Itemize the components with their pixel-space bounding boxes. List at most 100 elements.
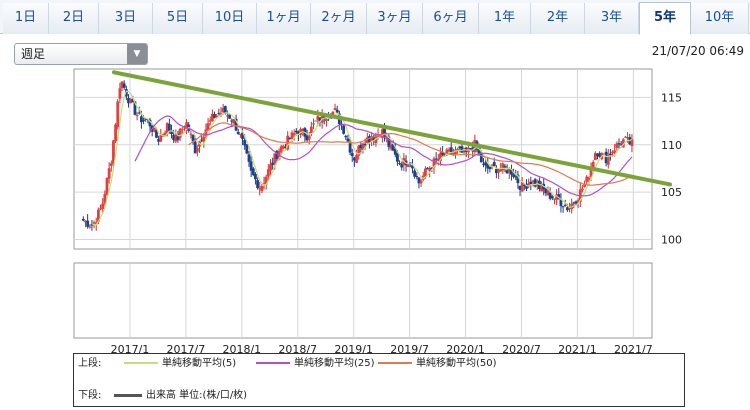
candle-body bbox=[148, 119, 152, 127]
candle-body bbox=[589, 167, 593, 178]
candle-body bbox=[211, 113, 214, 122]
candle-body bbox=[604, 151, 608, 164]
tab-10年[interactable]: 10年 bbox=[691, 3, 749, 34]
tab-3ヶ月[interactable]: 3ヶ月 bbox=[367, 3, 423, 34]
tab-3日[interactable]: 3日 bbox=[99, 3, 153, 34]
tab-5日[interactable]: 5日 bbox=[153, 3, 203, 34]
price-chart: 2017/1 2017/7 2018/1 2018/7 2019/1 2019/7 2020… bbox=[73, 68, 682, 356]
candle-body bbox=[540, 184, 543, 192]
candle-body bbox=[292, 133, 296, 135]
candle-body bbox=[423, 168, 427, 178]
candle-body bbox=[312, 123, 315, 125]
candle-body bbox=[129, 98, 133, 104]
tab-1日[interactable]: 1日 bbox=[3, 3, 49, 34]
legend-volume-line bbox=[114, 393, 142, 397]
candle-body bbox=[406, 164, 410, 168]
candle-body bbox=[559, 199, 563, 207]
candle-body bbox=[325, 119, 328, 122]
candle-body bbox=[499, 168, 503, 172]
candle-body bbox=[135, 115, 139, 117]
tab-10日[interactable]: 10日 bbox=[203, 3, 257, 34]
candle-body bbox=[615, 143, 619, 148]
candle-body bbox=[507, 168, 511, 173]
candle-body bbox=[271, 162, 275, 166]
candle-body bbox=[609, 153, 612, 156]
candle-body bbox=[482, 163, 485, 165]
candle-body bbox=[501, 163, 505, 171]
chevron-down-icon[interactable]: ▼ bbox=[127, 44, 147, 64]
candle-body bbox=[544, 187, 548, 194]
legend-sma50: 単純移動平均(50) bbox=[378, 357, 497, 371]
y-tick-label: 100 bbox=[661, 234, 682, 247]
candle-body bbox=[92, 222, 96, 225]
candle-body bbox=[288, 138, 292, 140]
legend-sma5-label: 単純移動平均(5) bbox=[162, 358, 237, 369]
candle-body bbox=[413, 170, 417, 177]
candle-body bbox=[329, 117, 333, 119]
candle-body bbox=[449, 147, 453, 154]
candle-body bbox=[200, 139, 204, 141]
candle-body bbox=[249, 161, 253, 171]
legend-sma5-line bbox=[124, 362, 158, 364]
candle-body bbox=[342, 125, 346, 134]
candle-body bbox=[127, 98, 130, 104]
candle-body bbox=[393, 148, 397, 155]
candle-body bbox=[451, 152, 455, 155]
chart-legend: 上段: 単純移動平均(5) 単純移動平均(25) 単純移動平均(50) 下段: … bbox=[73, 353, 685, 407]
candle-body bbox=[357, 145, 361, 156]
candle-body bbox=[619, 144, 623, 146]
candle-body bbox=[593, 153, 597, 161]
candle-body bbox=[494, 168, 498, 174]
y-tick-label: 105 bbox=[661, 186, 682, 199]
tab-2日[interactable]: 2日 bbox=[49, 3, 99, 34]
y-tick-label: 110 bbox=[661, 139, 682, 152]
candle-body bbox=[234, 118, 238, 131]
candle-body bbox=[178, 128, 182, 138]
candle-body bbox=[208, 120, 212, 122]
candle-body bbox=[316, 116, 320, 120]
candle-body bbox=[572, 202, 576, 204]
x-tick-label: 2020/1 bbox=[446, 343, 485, 356]
candle-body bbox=[443, 154, 447, 156]
candle-body bbox=[591, 162, 595, 170]
candle-body bbox=[469, 148, 472, 150]
tab-3年[interactable]: 3年 bbox=[585, 3, 639, 34]
candle-body bbox=[421, 175, 425, 180]
tab-6ヶ月[interactable]: 6ヶ月 bbox=[423, 3, 479, 34]
candle-body bbox=[563, 204, 567, 206]
x-tick-label: 2017/7 bbox=[167, 343, 206, 356]
candle-body bbox=[355, 155, 358, 163]
candle-body bbox=[256, 180, 259, 189]
tab-2ヶ月[interactable]: 2ヶ月 bbox=[311, 3, 367, 34]
candle-body bbox=[221, 108, 225, 113]
candle-body bbox=[462, 148, 466, 153]
x-tick-label: 2018/1 bbox=[222, 343, 261, 356]
candle-body bbox=[391, 143, 395, 151]
candle-body bbox=[279, 146, 283, 152]
candle-body bbox=[230, 120, 234, 122]
candle-body bbox=[430, 168, 434, 170]
candle-body bbox=[488, 166, 492, 170]
tab-2年[interactable]: 2年 bbox=[531, 3, 585, 34]
candle-body bbox=[550, 196, 554, 199]
candle-body bbox=[101, 203, 105, 209]
tab-1年[interactable]: 1年 bbox=[479, 3, 531, 34]
candle-body bbox=[415, 175, 419, 177]
tab-5年[interactable]: 5年 bbox=[639, 2, 691, 35]
candle-body bbox=[131, 98, 135, 103]
candle-body bbox=[426, 167, 429, 170]
candle-body bbox=[103, 194, 107, 204]
chart-type-select[interactable]: 週足 ▼ bbox=[14, 43, 148, 65]
candle-body bbox=[458, 146, 462, 149]
legend-sma25-label: 単純移動平均(25) bbox=[294, 358, 375, 369]
x-tick-label: 2018/7 bbox=[278, 343, 317, 356]
candle-body bbox=[167, 124, 171, 131]
candle-body bbox=[163, 132, 167, 137]
candle-body bbox=[307, 135, 311, 140]
legend-volume-label: 出来高 単位:(株/口/枚) bbox=[146, 390, 248, 401]
candle-body bbox=[359, 144, 363, 149]
tab-1ヶ月[interactable]: 1ヶ月 bbox=[257, 3, 311, 34]
candle-body bbox=[232, 119, 236, 124]
candle-body bbox=[363, 144, 367, 146]
candle-body bbox=[281, 145, 285, 149]
